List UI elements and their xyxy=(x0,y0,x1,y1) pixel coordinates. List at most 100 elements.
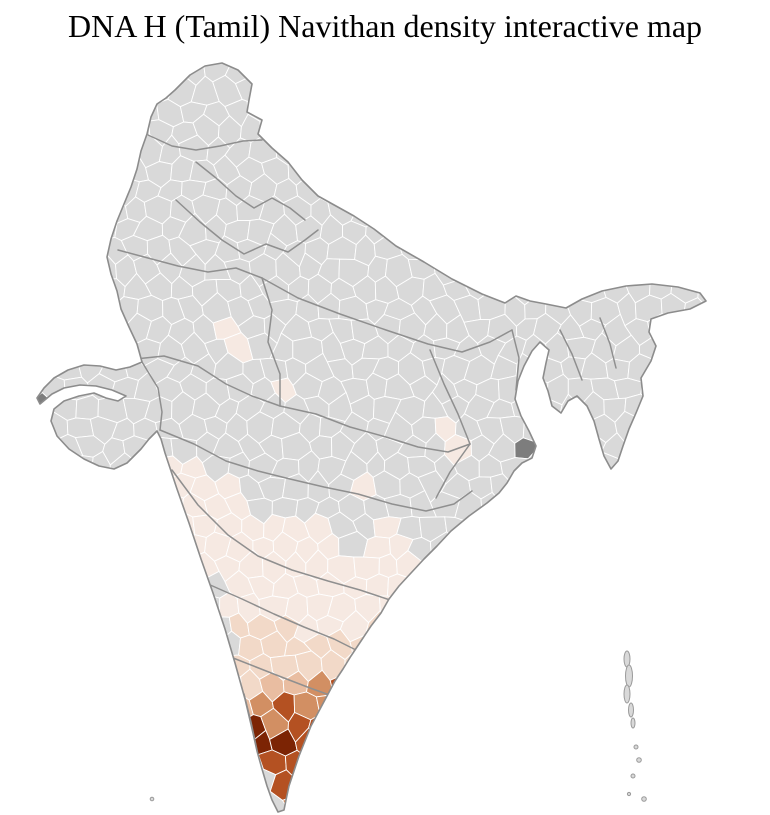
district-cell[interactable] xyxy=(453,531,478,565)
district-cell[interactable] xyxy=(489,751,514,780)
district-cell[interactable] xyxy=(418,751,446,780)
district-cell[interactable] xyxy=(703,299,734,323)
district-cell[interactable] xyxy=(67,808,95,815)
district-cell[interactable] xyxy=(648,752,673,782)
district-cell[interactable] xyxy=(89,339,117,363)
district-cell[interactable] xyxy=(77,789,107,814)
district-cell[interactable] xyxy=(204,648,229,683)
district-cell[interactable] xyxy=(491,672,518,698)
district-cell[interactable] xyxy=(42,215,70,243)
district-cell[interactable] xyxy=(420,556,444,578)
district-cell[interactable] xyxy=(362,536,391,559)
district-cell[interactable] xyxy=(704,333,730,366)
district-cell[interactable] xyxy=(601,514,627,539)
district-cell[interactable] xyxy=(626,476,650,498)
district-cell[interactable] xyxy=(55,275,80,302)
district-cell[interactable] xyxy=(305,791,333,815)
district-cell[interactable] xyxy=(24,569,49,599)
district-cell[interactable] xyxy=(156,694,183,724)
district-cell[interactable] xyxy=(100,588,128,624)
district-cell[interactable] xyxy=(488,633,516,656)
district-cell[interactable] xyxy=(579,707,604,737)
district-cell[interactable] xyxy=(711,261,730,281)
district-cell[interactable] xyxy=(98,153,126,187)
district-cell[interactable] xyxy=(109,611,141,640)
district-cell[interactable] xyxy=(455,256,484,286)
district-cell[interactable] xyxy=(47,770,71,802)
district-cell[interactable] xyxy=(178,768,209,796)
district-cell[interactable] xyxy=(281,74,312,106)
district-cell[interactable] xyxy=(664,253,686,286)
district-cell[interactable] xyxy=(158,727,185,759)
district-cell[interactable] xyxy=(225,770,251,799)
district-cell[interactable] xyxy=(419,793,450,815)
district-cell[interactable] xyxy=(120,709,152,736)
district-cell[interactable] xyxy=(453,219,483,248)
district-cell[interactable] xyxy=(86,492,117,521)
district-cell[interactable] xyxy=(680,654,712,679)
district-cell[interactable] xyxy=(146,436,174,460)
district-cell[interactable] xyxy=(635,213,667,244)
district-cell[interactable] xyxy=(339,773,364,798)
district-cell[interactable] xyxy=(420,635,446,659)
district-cell[interactable] xyxy=(82,669,104,698)
district-cell[interactable] xyxy=(292,100,324,126)
district-cell[interactable] xyxy=(215,791,244,815)
district-cell[interactable] xyxy=(658,333,688,359)
district-cell[interactable] xyxy=(304,749,329,782)
district-cell[interactable] xyxy=(695,115,724,142)
district-cell[interactable] xyxy=(258,79,284,109)
district-cell[interactable] xyxy=(704,648,731,677)
district-cell[interactable] xyxy=(89,296,113,321)
district-cell[interactable] xyxy=(409,137,438,165)
district-cell[interactable] xyxy=(661,694,690,719)
district-cell[interactable] xyxy=(10,198,34,226)
district-cell[interactable] xyxy=(476,692,507,717)
district-cell[interactable] xyxy=(615,771,644,796)
district-cell[interactable] xyxy=(48,615,67,640)
district-cell[interactable] xyxy=(520,532,551,564)
district-cell[interactable] xyxy=(650,355,678,386)
district-cell[interactable] xyxy=(669,708,696,742)
district-cell[interactable] xyxy=(384,771,411,798)
district-cell[interactable] xyxy=(395,199,426,228)
district-cell[interactable] xyxy=(499,808,529,815)
district-cell[interactable] xyxy=(605,358,630,382)
district-cell[interactable] xyxy=(352,754,378,781)
district-cell[interactable] xyxy=(167,709,198,738)
district-cell[interactable] xyxy=(376,79,403,102)
district-cell[interactable] xyxy=(315,57,345,88)
district-cell[interactable] xyxy=(486,793,514,815)
district-cell[interactable] xyxy=(510,632,536,662)
district-cell[interactable] xyxy=(18,95,49,129)
district-cell[interactable] xyxy=(66,536,96,559)
district-cell[interactable] xyxy=(78,315,107,343)
district-cell[interactable] xyxy=(705,732,732,761)
district-cell[interactable] xyxy=(534,79,561,104)
district-cell[interactable] xyxy=(56,79,83,103)
district-cell[interactable] xyxy=(443,79,468,108)
district-cell[interactable] xyxy=(146,667,175,701)
district-cell[interactable] xyxy=(533,475,563,501)
district-cell[interactable] xyxy=(521,136,552,166)
district-cell[interactable] xyxy=(86,529,115,559)
district-cell[interactable] xyxy=(155,807,184,815)
district-cell[interactable] xyxy=(51,632,82,659)
district-cell[interactable] xyxy=(349,159,381,182)
district-cell[interactable] xyxy=(618,176,639,204)
district-cell[interactable] xyxy=(422,675,450,697)
district-cell[interactable] xyxy=(684,770,711,797)
district-cell[interactable] xyxy=(614,807,643,815)
district-cell[interactable] xyxy=(442,595,471,618)
district-cell[interactable] xyxy=(419,120,449,145)
district-cell[interactable] xyxy=(21,417,48,445)
district-cell[interactable] xyxy=(470,549,489,578)
district-cell[interactable] xyxy=(568,808,595,815)
district-cell[interactable] xyxy=(661,59,684,84)
district-cell[interactable] xyxy=(533,594,563,622)
district-cell[interactable] xyxy=(75,236,107,265)
district-cell[interactable] xyxy=(429,734,459,762)
district-cell[interactable] xyxy=(640,372,664,400)
district-cell[interactable] xyxy=(383,178,412,204)
district-cell[interactable] xyxy=(475,101,502,128)
